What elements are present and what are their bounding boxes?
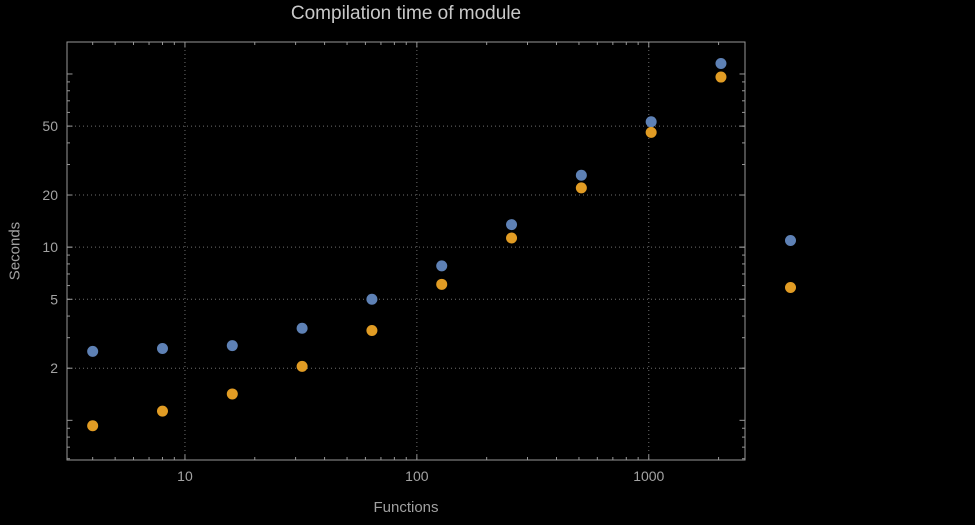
data-point-series-2-orange [715,71,727,83]
y-tick-label: 2 [50,360,58,376]
y-tick-label: 20 [42,187,58,203]
data-point-series-2-orange [645,126,657,138]
x-tick-label: 10 [177,468,193,484]
data-point-series-1-blue [366,293,378,305]
data-point-series-1-blue [575,169,587,181]
chart-title: Compilation time of module [290,3,522,24]
data-point-series-2-orange [296,360,308,372]
data-point-series-1-blue [715,57,727,69]
legend [785,235,805,305]
data-point-series-2-orange [436,278,448,290]
data-point-series-2-orange [366,325,378,337]
x-tick-label: 100 [405,468,429,484]
data-point-series-1-blue [87,345,99,357]
y-tick-label: 10 [42,239,58,255]
data-point-series-1-blue [226,340,238,352]
data-point-series-1-blue [296,322,308,334]
y-tick-label: 5 [50,291,58,307]
x-axis-label: Functions [373,499,439,516]
data-point-series-1-blue [436,260,448,272]
data-point-series-2-orange [156,405,168,417]
legend-marker-series2 [785,282,796,293]
y-axis-label: Seconds [6,221,24,281]
x-tick-label: 1000 [633,468,664,484]
y-tick-label: 50 [42,118,58,134]
data-point-series-1-blue [156,342,168,354]
data-point-series-2-orange [226,388,238,400]
data-point-series-2-orange [575,182,587,194]
data-point-series-2-orange [506,232,518,244]
data-point-series-2-orange [87,420,99,432]
data-point-series-1-blue [506,219,518,231]
legend-marker-series1 [785,235,796,246]
data-point-series-1-blue [645,116,657,128]
plot-frame [66,41,746,461]
